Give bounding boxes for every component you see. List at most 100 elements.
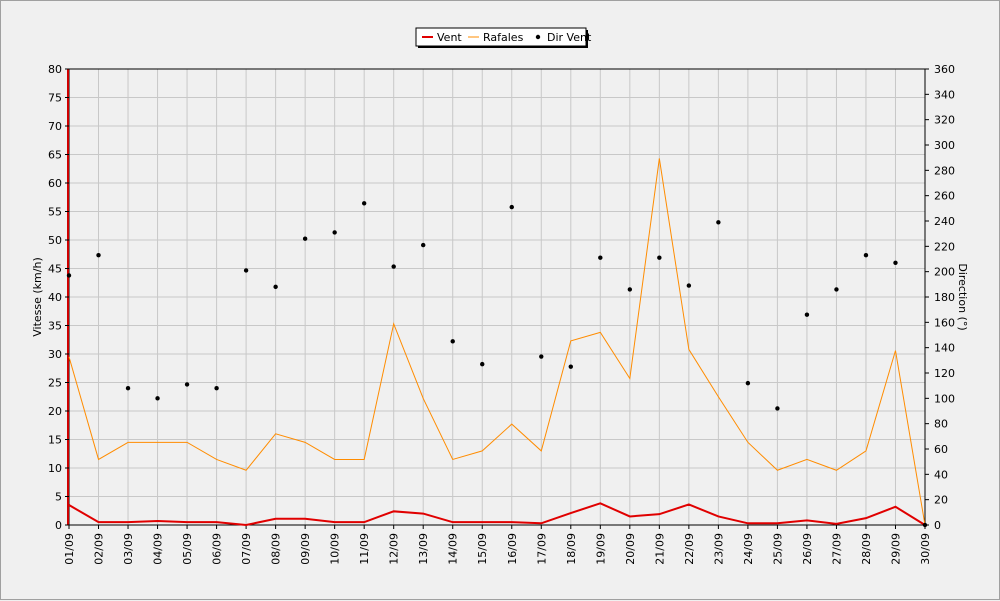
y2-tick-label: 140 [934, 342, 955, 355]
y-tick-label: 40 [48, 291, 62, 304]
x-tick-label: 15/09 [476, 533, 489, 565]
series-line-vent [68, 502, 926, 527]
point-dir-vent [775, 406, 780, 411]
point-dir-vent [598, 255, 603, 260]
point-dir-vent [863, 253, 869, 258]
x-tick-label: 02/09 [93, 533, 106, 565]
y-tick-label: 50 [48, 234, 62, 247]
point-dir-vent [96, 253, 101, 258]
x-tick-label: 28/09 [860, 533, 873, 565]
series-line-rafales [68, 158, 926, 526]
y-tick-label: 45 [48, 263, 62, 276]
point-dir-vent [391, 264, 396, 269]
y2-tick-label: 300 [934, 139, 955, 152]
point-dir-vent [155, 396, 160, 401]
grid [68, 68, 926, 526]
point-dir-vent [834, 287, 839, 292]
y2-tick-label: 120 [934, 367, 955, 380]
y2-tick-label: 260 [934, 190, 955, 203]
x-tick-label: 06/09 [211, 533, 224, 565]
point-dir-vent [716, 220, 721, 225]
y-tick-label: 70 [48, 120, 62, 133]
y2-tick-label: 180 [934, 291, 955, 304]
y2-tick-label: 100 [934, 392, 955, 405]
point-dir-vent [302, 236, 308, 241]
x-tick-label: 07/09 [240, 533, 253, 565]
legend-box [415, 27, 587, 47]
legend-label-dir-vent: Dir Vent [547, 31, 592, 44]
legend-label-vent: Vent [437, 31, 462, 44]
point-dir-vent [804, 312, 810, 317]
y2-tick-label: 160 [934, 316, 955, 329]
point-dir-vent [214, 386, 219, 391]
x-tick-label: 04/09 [152, 533, 165, 565]
x-tick-label: 14/09 [447, 533, 460, 565]
point-dir-vent [686, 283, 692, 288]
x-tick-label: 25/09 [771, 533, 784, 565]
y-tick-label: 35 [48, 320, 62, 333]
x-tick-label: 22/09 [683, 533, 696, 565]
x-tick-label: 08/09 [270, 533, 283, 565]
y-tick-label: 20 [48, 405, 62, 418]
x-tick-label: 16/09 [506, 533, 519, 565]
x-tick-label: 29/09 [889, 533, 902, 565]
point-dir-vent [539, 354, 544, 359]
legend-swatch-dir-vent [535, 34, 541, 40]
y2-tick-label: 280 [934, 164, 955, 177]
x-tick-label: 18/09 [565, 533, 578, 565]
x-tick-label: 20/09 [624, 533, 637, 565]
x-tick-label: 10/09 [329, 533, 342, 565]
y2-tick-label: 200 [934, 266, 955, 279]
y2-tick-label: 340 [934, 88, 955, 101]
point-dir-vent [66, 273, 72, 278]
legend-label-rafales: Rafales [483, 31, 524, 44]
y2-tick-label: 0 [934, 519, 941, 532]
x-tick-label: 19/09 [594, 533, 607, 565]
y-tick-label: 55 [48, 206, 62, 219]
point-dir-vent [745, 380, 751, 386]
y2-tick-label: 360 [934, 63, 955, 76]
y-tick-label: 30 [48, 348, 62, 361]
x-tick-label: 23/09 [712, 533, 725, 565]
y2-tick-label: 20 [934, 494, 948, 507]
x-tick-label: 11/09 [358, 533, 371, 565]
point-dir-vent [184, 382, 190, 387]
y2-tick-label: 60 [934, 443, 948, 456]
y-axis-label: Vitesse (km/h) [31, 257, 44, 337]
y-tick-label: 10 [48, 462, 62, 475]
y2-axis-label: Direction (°) [956, 263, 969, 330]
point-dir-vent [657, 255, 662, 260]
x-tick-label: 24/09 [742, 533, 755, 565]
x-tick-label: 21/09 [653, 533, 666, 565]
y-tick-label: 60 [48, 177, 62, 190]
y-tick-label: 0 [55, 519, 62, 532]
point-dir-vent [480, 361, 485, 367]
y-tick-label: 5 [55, 491, 62, 504]
y2-tick-label: 240 [934, 215, 955, 228]
point-dir-vent [450, 339, 455, 344]
legend: Vent Rafales Dir Vent [415, 27, 592, 48]
series [66, 158, 928, 528]
x-tick-label: 17/09 [535, 533, 548, 565]
y2-tick-label: 80 [934, 418, 948, 431]
y-tick-label: 65 [48, 149, 62, 162]
y2-tick-label: 220 [934, 240, 955, 253]
point-dir-vent [332, 230, 337, 235]
point-dir-vent [893, 260, 898, 265]
x-tick-label: 05/09 [181, 533, 194, 565]
x-tick-label: 13/09 [417, 533, 430, 565]
point-dir-vent [273, 284, 278, 290]
y-tick-label: 75 [48, 92, 62, 105]
axes: 0 5 10 15 20 25 30 35 40 45 50 55 60 65 70 75 80 0 20 40 60 8… [48, 63, 955, 565]
x-tick-label: 01/09 [63, 533, 76, 565]
point-dir-vent [243, 268, 249, 273]
point-dir-vent [922, 522, 928, 528]
point-dir-vent [509, 204, 514, 210]
y-tick-label: 25 [48, 377, 62, 390]
x-tick-label: 09/09 [299, 533, 312, 565]
x-tick-label: 30/09 [919, 533, 932, 565]
x-tick-label: 27/09 [830, 533, 843, 565]
x-tick-label: 12/09 [388, 533, 401, 565]
